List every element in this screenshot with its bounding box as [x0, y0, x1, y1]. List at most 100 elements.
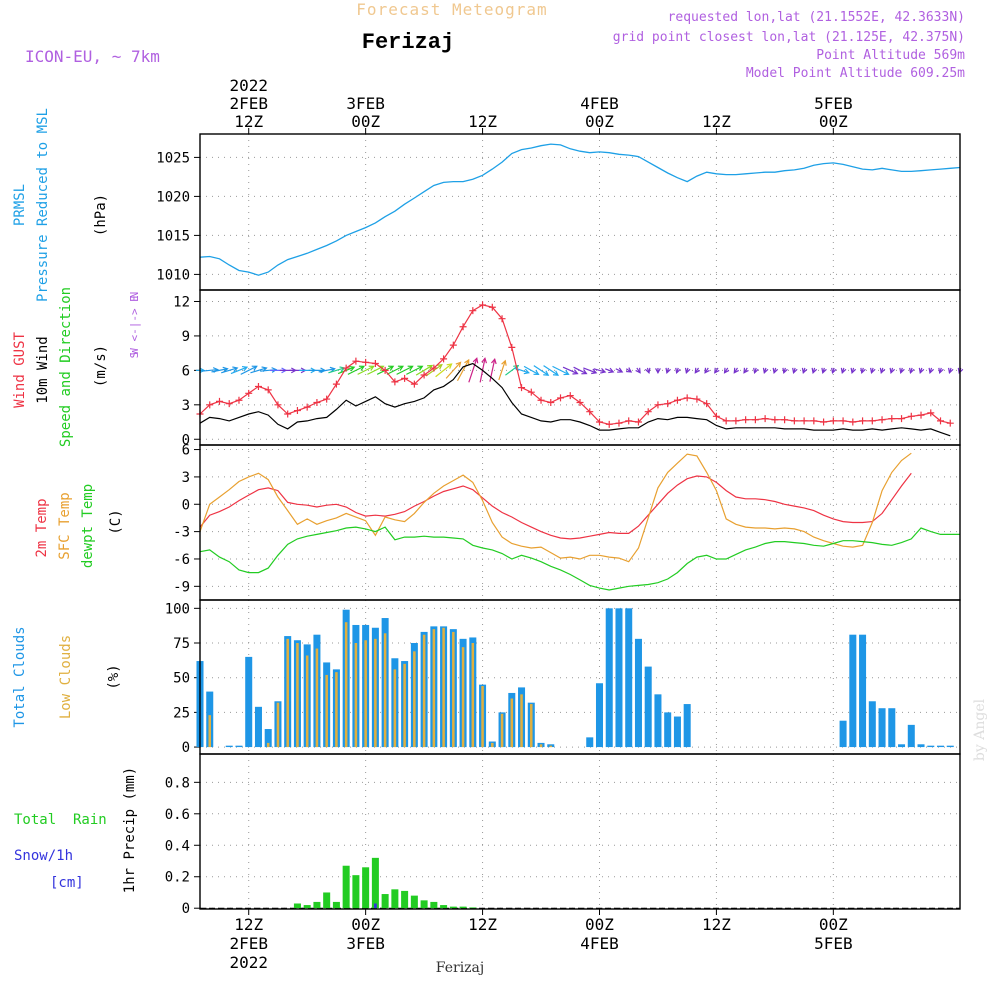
- gust-marker: [771, 416, 779, 424]
- wind-direction-arrow: [347, 365, 366, 375]
- gust-marker: [225, 400, 233, 408]
- arrow-head: [635, 367, 641, 374]
- y-tick-label: 6: [182, 443, 190, 459]
- rain-bar: [371, 857, 379, 909]
- wind-direction-arrow: [733, 367, 740, 374]
- arrow-head: [446, 363, 453, 369]
- y-tick-label: 0: [182, 901, 190, 917]
- low-cloud-bar: [520, 694, 523, 748]
- total-cloud-bar: [859, 634, 867, 748]
- bottom-time-label: 00Z: [351, 915, 380, 934]
- arrow-head: [232, 366, 239, 372]
- wind-direction-arrow: [635, 367, 641, 374]
- gust-marker: [371, 359, 379, 367]
- arrow-head: [271, 367, 278, 373]
- arrow-shaft: [240, 365, 257, 375]
- bottom-time-label: 3FEB: [346, 934, 385, 953]
- gust-marker: [878, 416, 886, 424]
- total-cloud-bar: [849, 634, 857, 748]
- wind-direction-arrow: [879, 367, 886, 374]
- dewpt-label: dewpt Temp: [80, 484, 96, 568]
- arrow-head: [388, 365, 395, 371]
- gust-marker: [673, 396, 681, 404]
- arrow-head: [801, 367, 808, 374]
- arrow-shaft: [406, 365, 423, 375]
- arrow-head: [918, 367, 925, 374]
- wind-direction-arrow: [714, 367, 720, 374]
- low-cloud-bar: [374, 638, 377, 748]
- wind-direction-arrow: [625, 367, 633, 373]
- low-cloud-bar: [481, 686, 484, 748]
- top-time-label: 4FEB: [580, 94, 619, 113]
- arrow-head: [909, 367, 915, 374]
- low-cloud-bar: [276, 702, 280, 748]
- gust-marker: [352, 357, 360, 365]
- snow-legend: Snow/1h: [14, 848, 73, 864]
- gust-marker: [937, 417, 945, 425]
- low-cloud-bar: [305, 655, 309, 748]
- arrow-head: [714, 367, 720, 374]
- gust-marker: [907, 412, 915, 420]
- gust-marker: [264, 386, 272, 394]
- arrow-shaft: [415, 365, 433, 376]
- low-cloud-bar: [315, 648, 319, 748]
- chart-title: Forecast Meteogram: [356, 0, 547, 19]
- gust-marker: [342, 364, 350, 372]
- arrow-shaft: [250, 367, 267, 374]
- arrow-head: [329, 366, 336, 373]
- total-cloud-bar: [615, 608, 623, 748]
- rain-bar: [352, 875, 360, 909]
- gust-marker: [420, 371, 428, 379]
- gust-marker: [488, 303, 496, 311]
- wind-direction-arrow: [221, 366, 239, 374]
- total-cloud-bar: [664, 712, 672, 748]
- arrow-head: [694, 367, 701, 374]
- wind-direction-arrow: [396, 365, 414, 375]
- gust-marker: [761, 415, 769, 423]
- arrow-head: [358, 365, 366, 371]
- gust-marker: [293, 407, 301, 415]
- low-cloud-bar: [422, 634, 426, 748]
- wind-direction-arrow: [318, 366, 336, 373]
- arrow-shaft: [347, 365, 365, 375]
- total-cloud-bar: [888, 708, 896, 748]
- total-cloud-bar: [937, 745, 945, 748]
- total-cloud-bar: [946, 745, 954, 748]
- wind-direction-arrow: [938, 367, 944, 374]
- y-tick-label: 25: [173, 705, 190, 721]
- arrow-head: [501, 359, 507, 366]
- gust-marker: [566, 392, 574, 400]
- arrow-head: [831, 367, 837, 374]
- rain-bar: [449, 906, 457, 909]
- y-tick-label: 0.6: [165, 807, 190, 823]
- arrow-shaft: [435, 363, 452, 378]
- model-label: ICON-EU, ~ 7km: [25, 47, 160, 66]
- wind-direction-arrow: [435, 363, 453, 378]
- gust-marker: [615, 419, 623, 427]
- total-cloud-bar: [839, 720, 847, 748]
- total-cloud-bar: [927, 745, 935, 748]
- arrow-shaft: [498, 360, 506, 381]
- gust-marker: [254, 382, 262, 390]
- wind-direction-arrow: [543, 365, 560, 376]
- low-cloud-bar: [354, 643, 358, 748]
- snow-bar: [373, 903, 377, 909]
- panels: 1010101510201025036912-9-6-3036025507510…: [156, 133, 964, 917]
- arrow-shaft: [357, 365, 374, 375]
- y-tick-label: 0.4: [165, 838, 190, 854]
- gust-marker: [381, 366, 389, 374]
- low-cloud-bar: [530, 704, 533, 748]
- bottom-time-label: 5FEB: [814, 934, 853, 953]
- total-cloud-bar: [586, 737, 594, 748]
- arrow-head: [563, 369, 570, 376]
- total-cloud-bar: [898, 744, 906, 748]
- gust-marker: [927, 409, 935, 417]
- gust-marker: [634, 418, 642, 426]
- rain-bar: [469, 907, 477, 909]
- model-altitude: Model Point Altitude 609.25m: [746, 66, 965, 81]
- wind-direction-arrow: [665, 367, 671, 374]
- arrow-head: [349, 365, 356, 372]
- total-cloud-bar: [907, 724, 915, 748]
- grid-point-coords: grid point closest lon,lat (21.125E, 42.…: [613, 30, 965, 45]
- gust-marker: [537, 396, 545, 404]
